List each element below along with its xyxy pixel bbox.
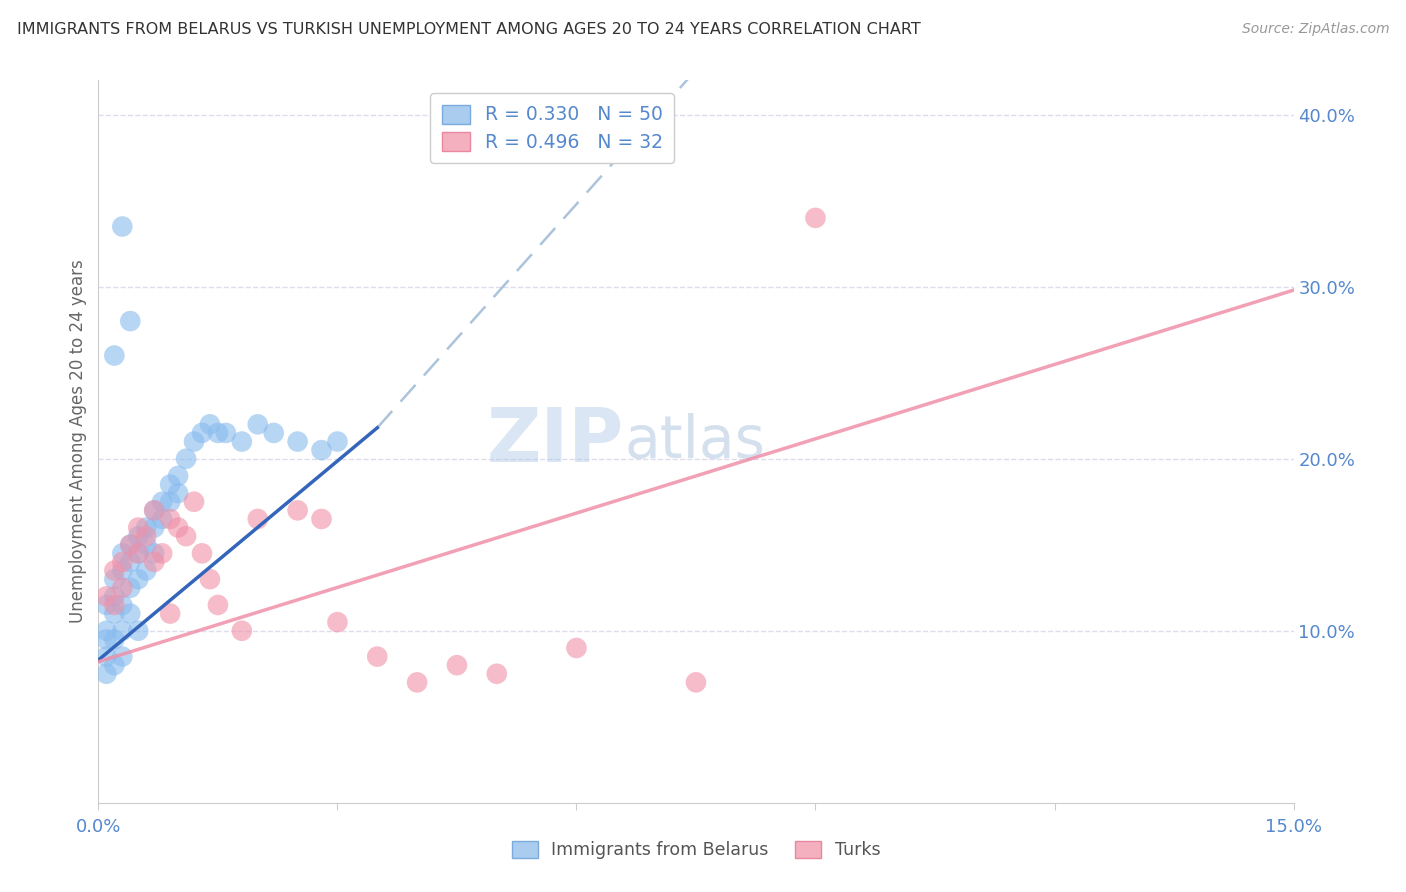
Point <box>111 581 134 595</box>
Point <box>159 494 181 508</box>
Point <box>127 520 149 534</box>
Point <box>246 512 269 526</box>
Point <box>135 564 157 578</box>
Point <box>103 598 125 612</box>
Legend: Immigrants from Belarus, Turks: Immigrants from Belarus, Turks <box>505 834 887 866</box>
Point <box>103 590 125 604</box>
Point <box>198 417 221 432</box>
Point <box>159 477 181 491</box>
Point <box>150 512 173 526</box>
Point <box>135 538 157 552</box>
Point <box>231 434 253 449</box>
Point <box>198 572 221 586</box>
Point <box>326 615 349 630</box>
Text: atlas: atlas <box>624 413 765 470</box>
Point <box>103 658 125 673</box>
Point <box>685 675 707 690</box>
Point <box>127 546 149 560</box>
Point <box>191 425 214 440</box>
Point <box>143 555 166 569</box>
Text: Source: ZipAtlas.com: Source: ZipAtlas.com <box>1241 22 1389 37</box>
Point <box>96 624 118 638</box>
Point <box>96 666 118 681</box>
Point <box>96 590 118 604</box>
Point <box>103 564 125 578</box>
Point <box>159 512 181 526</box>
Point <box>311 443 333 458</box>
Point <box>485 666 508 681</box>
Point <box>287 434 309 449</box>
Point <box>120 538 142 552</box>
Point <box>174 451 197 466</box>
Point <box>207 425 229 440</box>
Point <box>167 486 190 500</box>
Point <box>246 417 269 432</box>
Point <box>159 607 181 621</box>
Text: IMMIGRANTS FROM BELARUS VS TURKISH UNEMPLOYMENT AMONG AGES 20 TO 24 YEARS CORREL: IMMIGRANTS FROM BELARUS VS TURKISH UNEMP… <box>17 22 921 37</box>
Point <box>167 520 190 534</box>
Point <box>366 649 388 664</box>
Point <box>111 598 134 612</box>
Point <box>150 494 173 508</box>
Point <box>96 598 118 612</box>
Point <box>143 503 166 517</box>
Point <box>127 529 149 543</box>
Point <box>150 546 173 560</box>
Point <box>167 469 190 483</box>
Point <box>326 434 349 449</box>
Point <box>191 546 214 560</box>
Point <box>111 219 134 234</box>
Point <box>120 581 142 595</box>
Point <box>311 512 333 526</box>
Point <box>111 564 134 578</box>
Point <box>183 434 205 449</box>
Point <box>135 520 157 534</box>
Point <box>127 624 149 638</box>
Point <box>143 503 166 517</box>
Point <box>174 529 197 543</box>
Point <box>120 555 142 569</box>
Point <box>96 649 118 664</box>
Point <box>111 546 134 560</box>
Point <box>263 425 285 440</box>
Point <box>103 572 125 586</box>
Point <box>135 529 157 543</box>
Point <box>111 649 134 664</box>
Point <box>804 211 827 225</box>
Point <box>127 546 149 560</box>
Point <box>103 607 125 621</box>
Y-axis label: Unemployment Among Ages 20 to 24 years: Unemployment Among Ages 20 to 24 years <box>69 260 87 624</box>
Point <box>565 640 588 655</box>
Point <box>143 546 166 560</box>
Point <box>111 555 134 569</box>
Point <box>215 425 238 440</box>
Point <box>287 503 309 517</box>
Point <box>446 658 468 673</box>
Point <box>103 632 125 647</box>
Point <box>120 607 142 621</box>
Point <box>103 349 125 363</box>
Point <box>143 520 166 534</box>
Point <box>120 538 142 552</box>
Point <box>120 314 142 328</box>
Point <box>96 632 118 647</box>
Point <box>207 598 229 612</box>
Point <box>127 572 149 586</box>
Point <box>231 624 253 638</box>
Point <box>183 494 205 508</box>
Point <box>111 624 134 638</box>
Point <box>406 675 429 690</box>
Text: ZIP: ZIP <box>486 405 624 478</box>
